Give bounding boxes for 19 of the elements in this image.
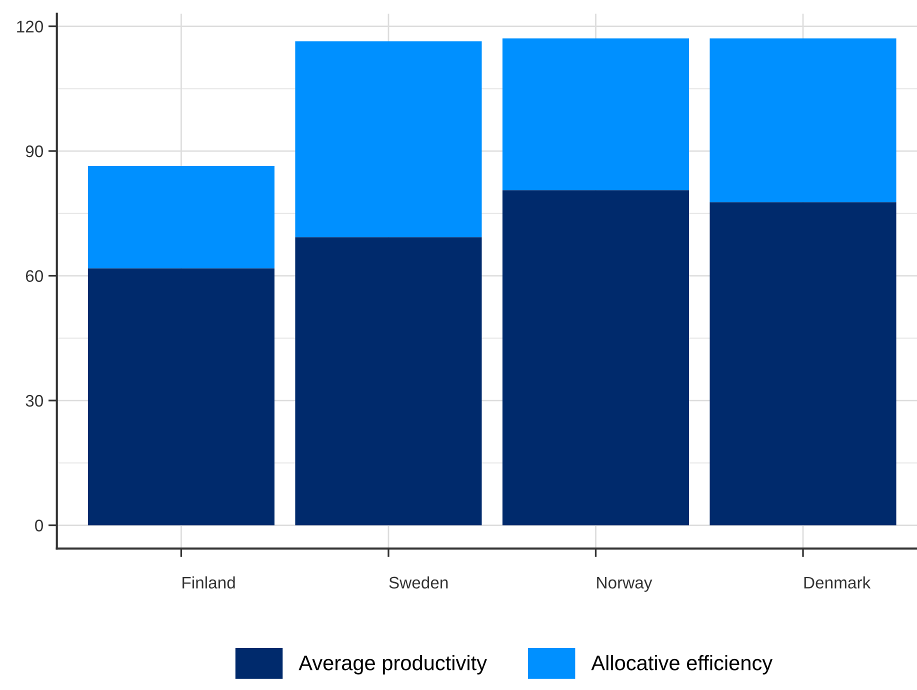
bar bbox=[295, 237, 482, 526]
bar bbox=[88, 166, 274, 268]
x-tick-label: Denmark bbox=[804, 576, 871, 589]
y-tick-label: 60 bbox=[26, 270, 44, 282]
legend-label: Allocative efficiency bbox=[591, 655, 773, 674]
bar bbox=[710, 38, 896, 202]
x-tick-label: Sweden bbox=[389, 576, 448, 589]
bar bbox=[502, 38, 690, 190]
x-tick-label: Norway bbox=[597, 576, 652, 592]
bar bbox=[710, 202, 896, 526]
bar bbox=[88, 268, 274, 526]
legend-label: Average productivity bbox=[298, 655, 487, 674]
bar bbox=[502, 190, 690, 526]
x-tick-label: Finland bbox=[182, 576, 235, 589]
y-tick-label: 0 bbox=[35, 520, 44, 532]
y-tick-label: 30 bbox=[26, 394, 44, 407]
y-tick-label: 120 bbox=[17, 20, 44, 32]
bar bbox=[295, 41, 482, 238]
y-tick-label: 90 bbox=[26, 145, 44, 158]
